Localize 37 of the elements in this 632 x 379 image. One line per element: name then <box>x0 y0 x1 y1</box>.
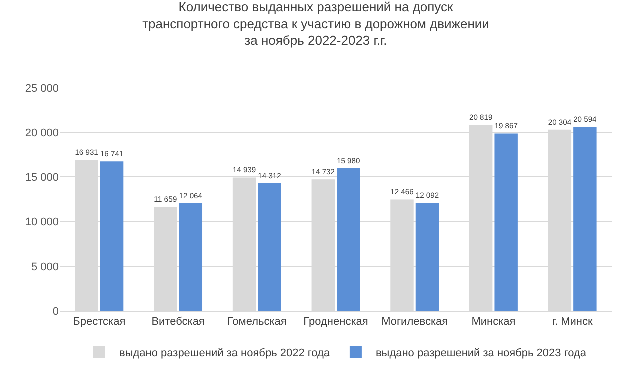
y-tick-label: 10 000 <box>25 216 59 229</box>
y-tick-label: 20 000 <box>25 127 59 140</box>
data-label: 12 466 <box>390 188 414 197</box>
legend-label: выдано разрешений за ноябрь 2022 года <box>120 348 331 360</box>
bar <box>574 127 597 311</box>
data-label: 20 304 <box>548 118 572 127</box>
x-tick-label: Могилевская <box>382 316 448 328</box>
data-label: 16 931 <box>75 148 98 157</box>
data-label: 19 867 <box>494 122 518 131</box>
bar <box>258 183 282 311</box>
y-tick-label: 15 000 <box>25 172 59 184</box>
data-label: 12 064 <box>179 191 202 200</box>
data-label: 14 732 <box>312 168 335 177</box>
data-label: 14 312 <box>258 171 282 180</box>
x-tick-label: Гомельская <box>227 316 287 328</box>
bar <box>100 162 124 311</box>
y-tick-label: 5 000 <box>31 261 59 274</box>
bar <box>416 203 440 311</box>
data-label: 12 092 <box>416 191 440 200</box>
chart-title: Количество выданных разрешений на допуск транспортного средства к участию в дорожном движении за ноябрь 2022-2023 г.г. <box>142 0 490 48</box>
x-tick-label: Минская <box>472 316 516 328</box>
bar <box>179 203 203 311</box>
bar <box>337 168 360 311</box>
data-label: 14 939 <box>232 166 256 175</box>
data-label: 15 980 <box>337 156 360 166</box>
legend-label: выдано разрешений за ноябрь 2023 года <box>376 348 588 360</box>
x-tick-label: Витебская <box>152 316 205 328</box>
data-label: 16 741 <box>100 150 124 159</box>
y-tick-label: 0 <box>52 306 59 318</box>
y-tick-label: 25 000 <box>25 82 59 95</box>
data-label: 20 594 <box>574 115 597 124</box>
x-tick-label: г. Минск <box>552 316 593 328</box>
x-tick-label: Гродненская <box>304 316 368 328</box>
x-tick-label: Брестская <box>73 316 126 328</box>
data-label: 20 819 <box>470 113 493 122</box>
data-label: 11 659 <box>154 194 178 204</box>
bar <box>494 134 518 311</box>
